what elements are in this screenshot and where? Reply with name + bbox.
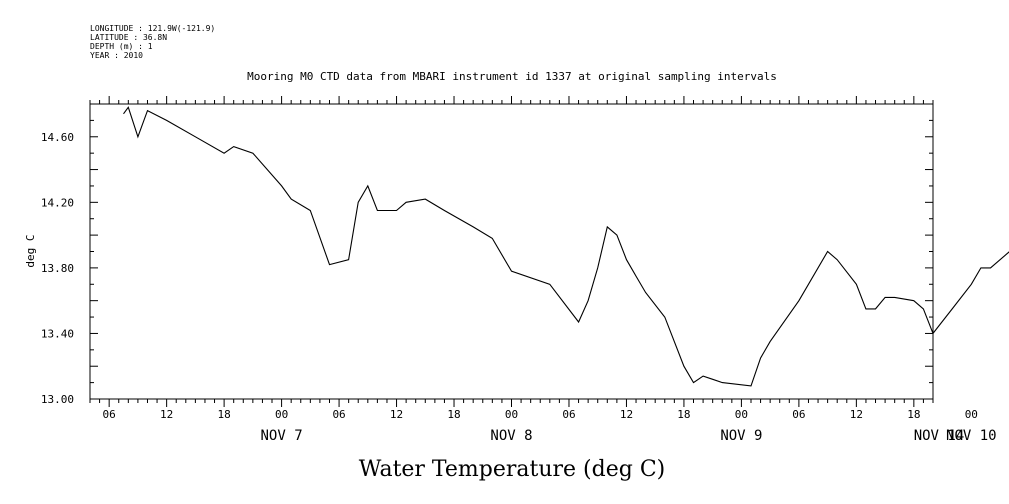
x-axis-label: Water Temperature (deg C) <box>359 457 666 482</box>
x-axis: 0612180006121800061218000612180006121800… <box>89 96 978 421</box>
x-hour-label: 18 <box>447 408 460 421</box>
x-hour-label: 06 <box>103 408 116 421</box>
x-hour-label: 00 <box>505 408 518 421</box>
x-hour-label: 18 <box>217 408 230 421</box>
series-line <box>123 106 1009 387</box>
x-day-label: NOV 9 <box>720 428 762 444</box>
x-day-label: NOV 10 <box>946 428 997 444</box>
y-axis-label: deg C <box>24 234 37 267</box>
x-hour-label: 00 <box>275 408 288 421</box>
x-hour-label: 18 <box>677 408 690 421</box>
x-hour-label: 00 <box>735 408 748 421</box>
x-day-label: NOV 7 <box>261 428 303 444</box>
x-day-label: NOV 8 <box>490 428 532 444</box>
meta-depth: DEPTH (m) : 1 <box>90 42 153 51</box>
metadata-block: LONGITUDE : 121.9W(-121.9) LATITUDE : 36… <box>90 24 215 60</box>
x-day-label: NOV 14 <box>914 428 965 444</box>
x-hour-label: 06 <box>332 408 345 421</box>
y-tick-label: 13.40 <box>41 327 74 340</box>
chart-title: Mooring M0 CTD data from MBARI instrumen… <box>247 70 777 83</box>
x-hour-label: 06 <box>562 408 575 421</box>
x-hour-label: 00 <box>965 408 978 421</box>
x-hour-label: 06 <box>792 408 805 421</box>
y-tick-label: 14.60 <box>41 131 74 144</box>
y-tick-label: 13.80 <box>41 262 74 275</box>
meta-year: YEAR : 2010 <box>90 51 143 60</box>
y-tick-label: 14.20 <box>41 196 74 209</box>
x-hour-label: 12 <box>620 408 633 421</box>
meta-latitude: LATITUDE : 36.8N <box>90 33 167 42</box>
y-tick-label: 13.00 <box>41 393 74 406</box>
y-axis: 13.00 13.40 13.80 14.20 14.60 <box>41 103 933 406</box>
x-hour-label: 12 <box>160 408 173 421</box>
x-hour-label: 12 <box>390 408 403 421</box>
x-hour-label: 12 <box>850 408 863 421</box>
x-hour-label: 18 <box>907 408 920 421</box>
meta-longitude: LONGITUDE : 121.9W(-121.9) <box>90 24 215 33</box>
